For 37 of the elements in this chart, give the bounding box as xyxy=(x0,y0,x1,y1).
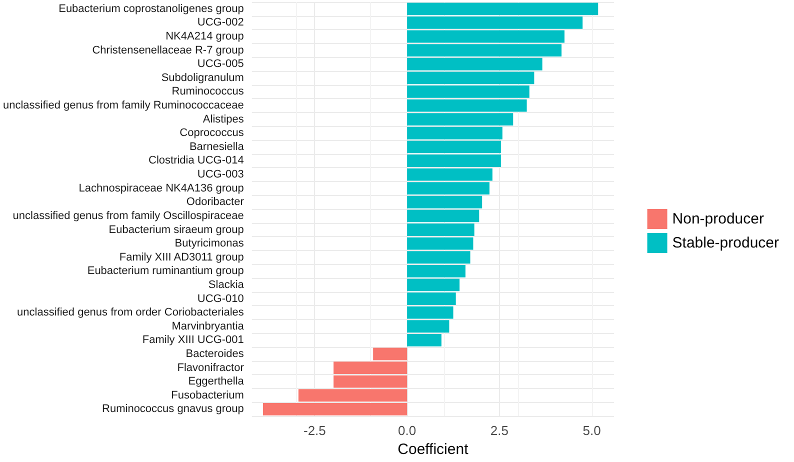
y-tick-label: UCG-002 xyxy=(197,16,244,29)
y-tick-label: Family XIII AD3011 group xyxy=(119,251,244,264)
y-tick-label: Eubacterium ruminantium group xyxy=(87,265,244,278)
y-tick-label: Lachnospiraceae NK4A136 group xyxy=(78,182,244,194)
y-tick-label: Marvinbryantia xyxy=(172,320,245,332)
y-tick-label: UCG-010 xyxy=(197,292,244,305)
x-tick-label: 0.0 xyxy=(398,423,416,438)
y-tick-label: Barnesiella xyxy=(189,140,245,153)
x-tick-label: 5.0 xyxy=(582,423,601,438)
y-tick-label: Ruminococcus xyxy=(172,86,244,98)
y-tick-label: Clostridia UCG-014 xyxy=(148,154,244,167)
y-tick-label: Butyricimonas xyxy=(174,238,244,250)
y-tick-label: Eggerthella xyxy=(188,376,245,388)
x-tick-label: -2.5 xyxy=(304,423,326,438)
y-tick-label: Coprococcus xyxy=(180,127,244,140)
y-tick-label: unclassified genus from family Ruminococcaceae xyxy=(3,100,244,112)
x-axis-title: Coefficient xyxy=(398,441,470,458)
y-tick-label: Christensenellaceae R-7 group xyxy=(92,44,244,56)
y-tick-label: Eubacterium coprostanoligenes group xyxy=(58,2,244,15)
y-tick-label: Alistipes xyxy=(202,113,244,126)
y-tick-label: unclassified genus from family Oscillospiraceae xyxy=(12,210,244,222)
y-tick-label: Slackia xyxy=(208,278,245,291)
y-tick-label: Odoribacter xyxy=(186,196,244,208)
y-tick-label: Bacteroides xyxy=(186,348,244,360)
y-tick-label: Subdoligranulum xyxy=(161,72,244,84)
legend-label: Stable-producer xyxy=(672,234,780,252)
y-tick-label: NK4A214 group xyxy=(166,30,244,43)
y-tick-label: UCG-005 xyxy=(197,58,244,70)
y-tick-label: UCG-003 xyxy=(197,168,244,181)
legend-label: Non-producer xyxy=(672,210,764,228)
y-tick-label: unclassified genus from order Coriobacteriales xyxy=(17,306,244,319)
y-tick-label: Family XIII UCG-001 xyxy=(142,334,244,346)
y-tick-label: Fusobacterium xyxy=(171,389,244,402)
y-tick-label: Ruminococcus gnavus group xyxy=(102,403,244,416)
y-tick-label: Flavonifractor xyxy=(177,362,244,374)
y-tick-label: Eubacterium siraeum group xyxy=(108,224,244,236)
x-tick-label: 2.5 xyxy=(490,423,508,438)
